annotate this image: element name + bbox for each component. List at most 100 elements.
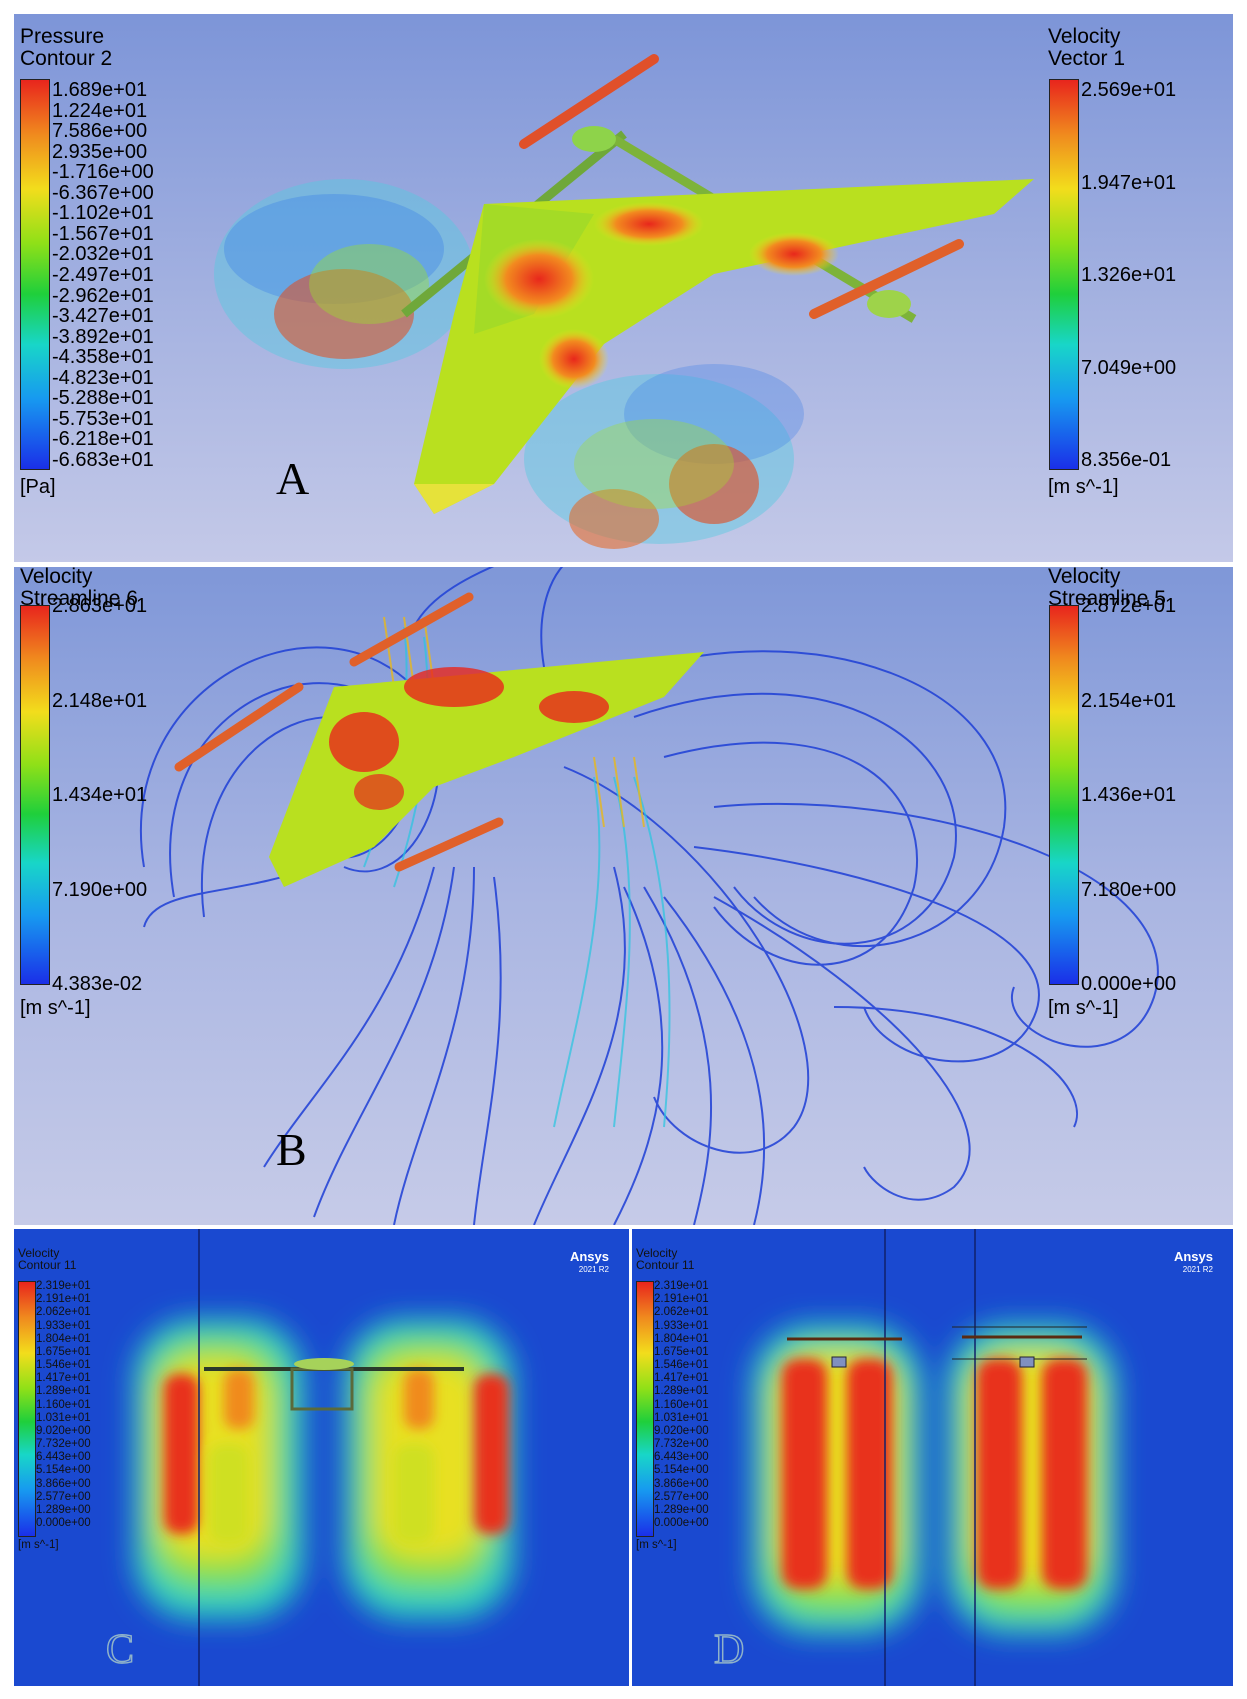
rear-propeller-right xyxy=(809,239,964,319)
legend-color-bar xyxy=(18,1281,36,1537)
legend-tick-label: 7.732e+00 xyxy=(654,1438,709,1450)
legend-tick-label: 1.326e+01 xyxy=(1081,264,1177,286)
legend-tick-label: -1.567e+01 xyxy=(52,222,154,245)
legend-tick-label: 2.062e+01 xyxy=(36,1306,91,1319)
legend-tick-label: 1.224e+01 xyxy=(52,99,148,122)
legend-color-bar xyxy=(636,1281,654,1537)
legend-unit: [m s^-1] xyxy=(20,997,91,1019)
legend-tick-label: 1.804e+01 xyxy=(654,1332,709,1345)
legend-tick-label: 1.031e+01 xyxy=(36,1411,91,1424)
legend-tick-label: -4.358e+01 xyxy=(52,346,154,369)
legend-unit: [Pa] xyxy=(20,476,56,498)
legend-tick-label: -1.716e+00 xyxy=(52,161,154,184)
panel-label: B xyxy=(276,1124,307,1175)
legend-title: Pressure Contour 2 xyxy=(20,25,113,70)
legend-tick-label: 2.148e+01 xyxy=(52,689,148,712)
legend-tick-label: -2.497e+01 xyxy=(52,264,154,286)
legend-unit: [m s^-1] xyxy=(1048,476,1119,498)
legend-tick-label: 8.356e-01 xyxy=(1081,449,1172,471)
legend-color-bar xyxy=(1049,605,1079,985)
legend-tick-label: 2.569e+01 xyxy=(1081,79,1177,101)
panel-label: C xyxy=(105,1626,135,1674)
legend-tick-label: 1.675e+01 xyxy=(654,1345,709,1358)
panel-b-render xyxy=(140,567,1159,1225)
panel-d-render xyxy=(752,1229,1117,1686)
legend-tick-label: -3.427e+01 xyxy=(52,305,154,328)
legend-tick-label: 9.020e+00 xyxy=(654,1424,709,1437)
legend-tick-label: 1.546e+01 xyxy=(654,1359,709,1371)
panel-c-velocity-contour: Velocity Contour 11 2.319e+01 2.191e+01 2.… xyxy=(14,1229,629,1686)
right-rotor-vector-cloud xyxy=(524,364,804,549)
legend-tick-label: 1.933e+01 xyxy=(36,1319,91,1332)
legend-tick-label: -5.753e+01 xyxy=(52,407,154,430)
legend-tick-label: 3.866e+00 xyxy=(654,1477,709,1490)
legend-tick-label: 2.863e+01 xyxy=(52,595,148,617)
legend-tick-label: 2.154e+01 xyxy=(1081,689,1177,712)
legend-tick-label: 2.191e+01 xyxy=(654,1293,709,1306)
legend-tick-label: 1.289e+01 xyxy=(654,1385,709,1398)
panel-d-velocity-contour: Velocity Contour 11 2.319e+01 2.191e+01 2.… xyxy=(632,1229,1233,1686)
legend-tick-label: 1.947e+01 xyxy=(1081,171,1177,194)
panel-label: A xyxy=(276,453,310,504)
legend-tick-label: 4.383e-02 xyxy=(52,973,143,995)
legend-tick-label: 2.872e+01 xyxy=(1081,595,1177,617)
legend-tick-label: -5.288e+01 xyxy=(52,387,154,410)
legend-tick-label: -2.032e+01 xyxy=(52,243,154,266)
legend-tick-label: 2.319e+01 xyxy=(654,1280,709,1292)
legend-tick-label: -3.892e+01 xyxy=(52,325,154,348)
legend-tick-label: 1.289e+00 xyxy=(36,1503,91,1516)
rear-motor-top xyxy=(572,126,616,152)
legend-tick-label: -1.102e+01 xyxy=(52,202,154,225)
panel-a-pressure-vector: Pressure Contour 2 1.689e+01 1.224e+01 7.5… xyxy=(14,14,1233,562)
legend-tick-label: 6.443e+00 xyxy=(654,1451,709,1464)
legend-tick-label: 1.804e+01 xyxy=(36,1332,91,1345)
legend-unit: [m s^-1] xyxy=(18,1539,59,1551)
legend-tick-label: 6.443e+00 xyxy=(36,1451,91,1464)
ansys-logo: Ansys 2021 R2 xyxy=(1173,1249,1213,1274)
legend-tick-label: 1.160e+01 xyxy=(36,1398,91,1411)
legend-tick-label: 1.417e+01 xyxy=(654,1372,709,1385)
legend-tick-label: -6.367e+00 xyxy=(52,181,154,204)
legend-tick-label: 1.417e+01 xyxy=(36,1372,91,1385)
legend-tick-label: 7.732e+00 xyxy=(36,1438,91,1450)
legend-title: Velocity Contour 11 xyxy=(18,1246,77,1272)
legend-tick-label: 1.289e+00 xyxy=(654,1503,709,1516)
legend-tick-label: -4.823e+01 xyxy=(52,366,154,389)
legend-tick-label: 1.933e+01 xyxy=(654,1319,709,1332)
legend-tick-label: 0.000e+00 xyxy=(654,1517,709,1529)
legend-tick-label: 3.866e+00 xyxy=(36,1477,91,1490)
ansys-logo: Ansys 2021 R2 xyxy=(569,1249,609,1274)
panel-a-render xyxy=(214,54,1034,549)
legend-tick-label: -6.218e+01 xyxy=(52,428,154,451)
legend-title: Velocity Vector 1 xyxy=(1048,25,1126,70)
legend-color-bar xyxy=(1049,79,1079,470)
legend-tick-label: 0.000e+00 xyxy=(1081,973,1177,995)
legend-tick-label: 1.434e+01 xyxy=(52,784,148,806)
legend-tick-label: 2.577e+00 xyxy=(654,1490,709,1503)
left-rotor-vector-cloud xyxy=(214,179,474,369)
legend-tick-label: 1.289e+01 xyxy=(36,1385,91,1398)
legend-tick-label: 2.935e+00 xyxy=(52,140,148,163)
legend-tick-label: 1.689e+01 xyxy=(52,79,148,101)
legend-tick-label: 0.000e+00 xyxy=(36,1517,91,1529)
rear-motor-right xyxy=(867,290,911,318)
legend-tick-label: 5.154e+00 xyxy=(36,1464,91,1477)
legend-tick-label: 2.577e+00 xyxy=(36,1490,91,1503)
legend-tick-label: 1.031e+01 xyxy=(654,1411,709,1424)
rear-propeller-top xyxy=(519,54,659,149)
legend-tick-label: 1.436e+01 xyxy=(1081,784,1177,806)
legend-color-bar xyxy=(20,79,50,470)
panel-b-streamlines: Velocity Streamline 6 2.863e+01 2.148e+01… xyxy=(14,567,1233,1225)
legend-title: Velocity Streamline 5 xyxy=(1048,567,1166,610)
legend-unit: [m s^-1] xyxy=(1048,997,1119,1019)
legend-tick-label: 1.675e+01 xyxy=(36,1345,91,1358)
streamlines xyxy=(140,567,1159,1225)
legend-title: Velocity Contour 11 xyxy=(636,1246,695,1272)
panel-c-render xyxy=(134,1229,514,1686)
legend-tick-label: 2.319e+01 xyxy=(36,1280,91,1292)
legend-tick-label: 7.180e+00 xyxy=(1081,878,1177,901)
legend-tick-label: 7.049e+00 xyxy=(1081,356,1177,379)
legend-tick-label: 7.586e+00 xyxy=(52,120,148,143)
legend-title: Velocity Streamline 6 xyxy=(20,567,138,610)
legend-tick-label: 1.546e+01 xyxy=(36,1359,91,1371)
